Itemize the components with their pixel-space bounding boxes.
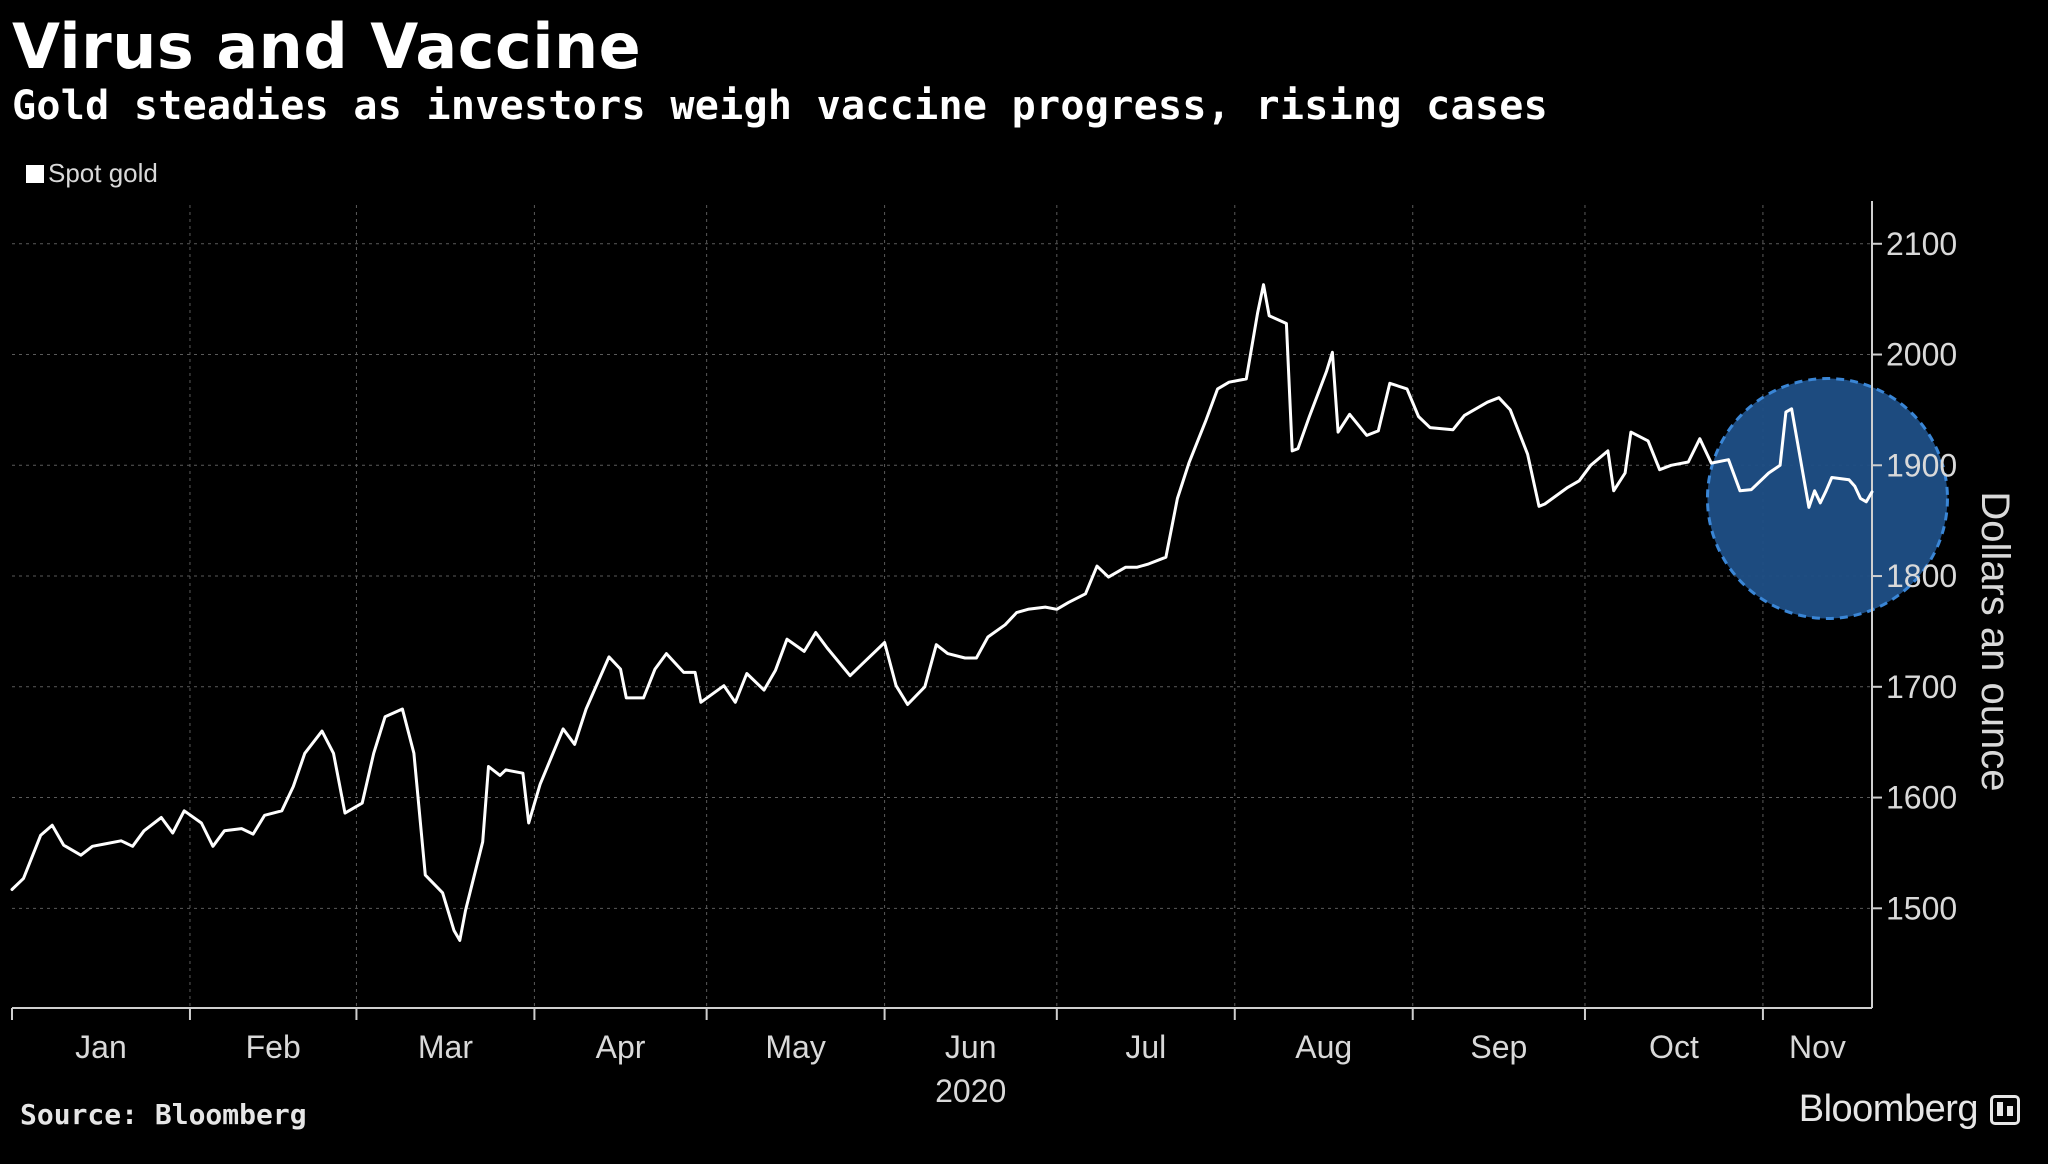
legend-swatch-spot-gold: [26, 164, 44, 183]
y-tick-label: 1900: [1886, 447, 1957, 483]
bloomberg-brand: Bloomberg: [1799, 1088, 2020, 1131]
x-tick-label: Nov: [1789, 1029, 1846, 1065]
y-tick-label: 1500: [1886, 890, 1957, 926]
highlight-layer: [1705, 377, 1949, 621]
x-tick-label: Mar: [418, 1029, 473, 1065]
x-year-label: 2020: [935, 1073, 1006, 1109]
label-layer: 1500 1600 1700 1800 1900 2000 2100 Jan Feb Mar Apr…: [75, 226, 2017, 1109]
bloomberg-logo-text: Bloomberg: [1798, 1088, 1979, 1130]
y-axis-title: Dollars an ounce: [1973, 491, 2017, 791]
axis-layer: [11, 201, 1882, 1020]
x-tick-label: May: [765, 1029, 825, 1065]
y-tick-label: 1700: [1886, 669, 1957, 705]
x-tick-label: Apr: [596, 1029, 646, 1065]
y-tick-label: 1600: [1886, 780, 1957, 816]
x-tick-label: Jan: [75, 1029, 127, 1065]
grid-layer: [12, 205, 1872, 1008]
y-tick-label: 2100: [1886, 226, 1957, 262]
x-tick-label: Sep: [1470, 1029, 1527, 1065]
y-tick-label: 2000: [1886, 337, 1957, 373]
highlight-circle: [1705, 377, 1949, 621]
chart-subtitle: Gold steadies as investors weigh vaccine…: [12, 83, 1549, 129]
chart-title: Virus and Vaccine: [12, 10, 642, 83]
x-tick-label: Jun: [945, 1029, 997, 1065]
x-tick-label: Oct: [1649, 1029, 1699, 1065]
series-line-spot-gold: [10, 283, 1874, 942]
x-tick-label: Aug: [1295, 1029, 1352, 1065]
legend: Spot gold: [26, 158, 158, 189]
y-tick-label: 1800: [1886, 558, 1957, 594]
x-tick-label: Feb: [246, 1029, 301, 1065]
series-layer: [10, 283, 1874, 942]
source-note: Source: Bloomberg: [20, 1098, 307, 1131]
legend-label-spot-gold: Spot gold: [48, 158, 158, 188]
x-tick-label: Jul: [1125, 1029, 1166, 1065]
bloomberg-terminal-icon: [1990, 1094, 2020, 1125]
